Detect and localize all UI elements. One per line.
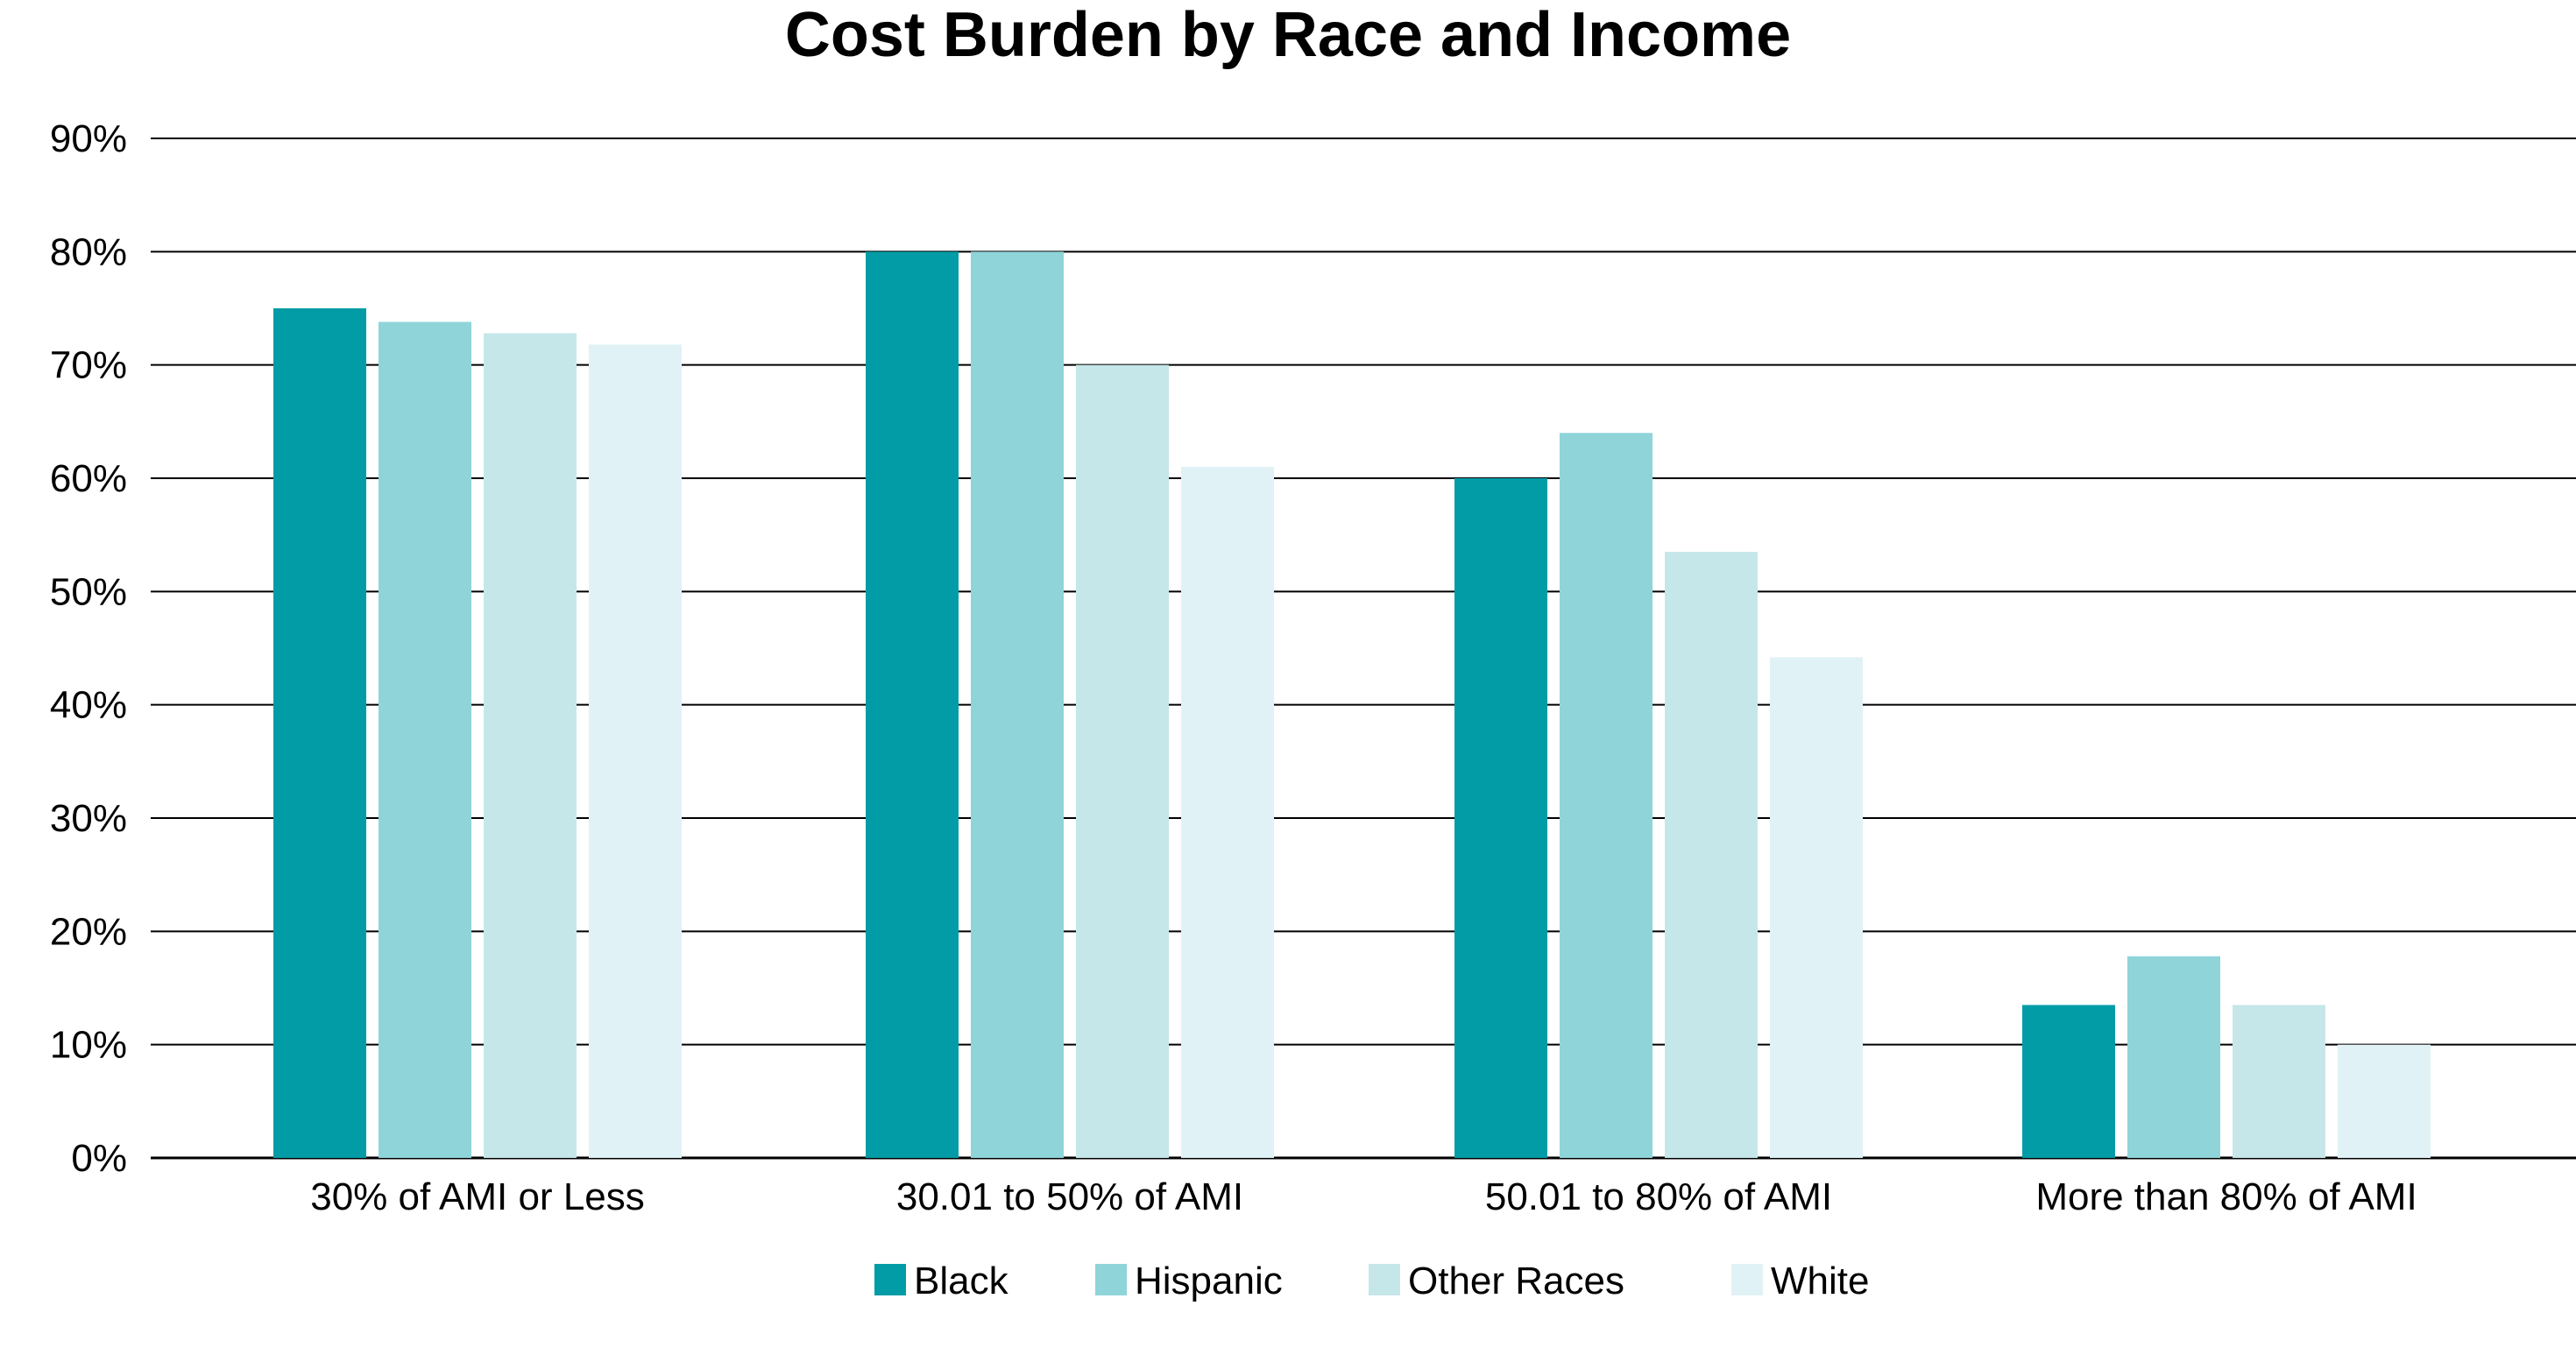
- bar: [1665, 552, 1758, 1158]
- legend-label: Black: [914, 1260, 1009, 1302]
- legend-label: Hispanic: [1135, 1260, 1283, 1302]
- legend: Black Hispanic Other Races White: [874, 1260, 1869, 1302]
- bar: [2233, 1005, 2325, 1158]
- bar: [1454, 478, 1547, 1158]
- legend-swatch: [1095, 1264, 1127, 1295]
- y-tick-label: 0%: [71, 1137, 127, 1180]
- bar: [1181, 467, 1274, 1158]
- legend-swatch: [1369, 1264, 1400, 1295]
- x-tick-label: 30% of AMI or Less: [310, 1175, 645, 1218]
- y-tick-label: 20%: [50, 910, 127, 953]
- bar: [1560, 433, 1652, 1158]
- legend-label: White: [1771, 1260, 1869, 1302]
- bar: [866, 251, 959, 1158]
- y-tick-label: 80%: [50, 230, 127, 273]
- x-tick-label: More than 80% of AMI: [2035, 1175, 2417, 1218]
- legend-swatch: [874, 1264, 906, 1295]
- bar: [1770, 657, 1863, 1158]
- bar: [2338, 1044, 2431, 1158]
- bar: [273, 308, 366, 1158]
- y-tick-label: 30%: [50, 797, 127, 840]
- y-tick-label: 60%: [50, 457, 127, 500]
- bar: [1076, 364, 1169, 1159]
- y-tick-label: 50%: [50, 570, 127, 613]
- bar: [484, 333, 577, 1158]
- legend-label: Other Races: [1408, 1260, 1624, 1302]
- y-tick-label: 70%: [50, 344, 127, 387]
- legend-swatch: [1731, 1264, 1763, 1295]
- bar: [589, 344, 682, 1158]
- axis: 0% 10% 20% 30% 40% 50% 60% 70% 80% 90% 30% of AMI …: [50, 117, 2417, 1218]
- bar: [2127, 956, 2220, 1158]
- bar: [971, 251, 1064, 1158]
- y-tick-label: 40%: [50, 684, 127, 727]
- y-tick-label: 10%: [50, 1024, 127, 1067]
- x-tick-label: 30.01 to 50% of AMI: [896, 1175, 1243, 1218]
- bars: [273, 251, 2431, 1159]
- bar: [2022, 1005, 2115, 1158]
- chart-title: Cost Burden by Race and Income: [784, 0, 1792, 70]
- x-tick-label: 50.01 to 80% of AMI: [1485, 1175, 1832, 1218]
- bar: [379, 321, 471, 1158]
- y-tick-label: 90%: [50, 117, 127, 160]
